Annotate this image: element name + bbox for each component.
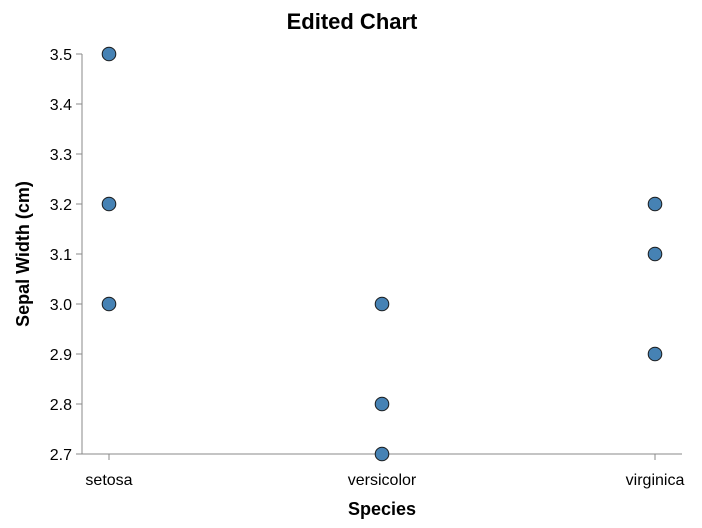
x-tick-label: setosa <box>85 472 132 489</box>
data-point[interactable] <box>374 396 390 412</box>
data-point[interactable] <box>374 446 390 462</box>
x-axis-title: Species <box>348 499 416 519</box>
data-point[interactable] <box>101 46 117 62</box>
y-tick-label: 3.2 <box>50 197 72 214</box>
x-tick-label: versicolor <box>348 472 417 489</box>
x-tick-label: virginica <box>626 472 685 489</box>
y-axis: 2.7 2.8 2.9 3.0 3.1 3.2 3.3 3.4 3.5 <box>50 47 83 464</box>
data-point[interactable] <box>101 296 117 312</box>
data-point[interactable] <box>101 196 117 212</box>
y-tick-label: 2.8 <box>50 397 72 414</box>
data-point[interactable] <box>647 196 663 212</box>
data-point[interactable] <box>647 246 663 262</box>
y-tick-label: 3.5 <box>50 47 72 64</box>
chart-title: Edited Chart <box>287 9 418 34</box>
y-tick-label: 2.9 <box>50 347 72 364</box>
y-axis-title: Sepal Width (cm) <box>13 181 33 327</box>
data-points <box>101 46 663 462</box>
data-point[interactable] <box>374 296 390 312</box>
data-point[interactable] <box>647 346 663 362</box>
y-tick-label: 3.0 <box>50 297 72 314</box>
y-tick-label: 2.7 <box>50 447 72 464</box>
y-tick-label: 3.4 <box>50 97 72 114</box>
y-tick-label: 3.3 <box>50 147 72 164</box>
x-axis: setosa versicolor virginica <box>82 453 685 489</box>
y-tick-label: 3.1 <box>50 247 72 264</box>
